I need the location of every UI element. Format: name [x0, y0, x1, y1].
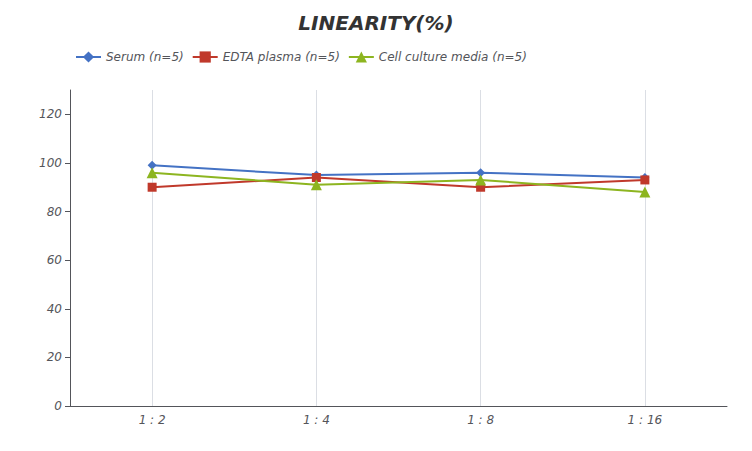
svg-text:1 : 4: 1 : 4: [303, 413, 330, 427]
svg-text:Serum (n=5): Serum (n=5): [106, 50, 184, 64]
svg-text:EDTA plasma (n=5): EDTA plasma (n=5): [223, 50, 340, 64]
svg-text:20: 20: [47, 350, 63, 364]
svg-text:Cell culture media (n=5): Cell culture media (n=5): [379, 50, 527, 64]
svg-text:80: 80: [47, 205, 63, 219]
svg-text:0: 0: [54, 399, 62, 413]
svg-text:LINEARITY(%): LINEARITY(%): [298, 11, 453, 35]
svg-text:1 : 8: 1 : 8: [467, 413, 494, 427]
svg-text:60: 60: [47, 253, 63, 267]
svg-text:1 : 2: 1 : 2: [139, 413, 166, 427]
svg-text:120: 120: [39, 107, 62, 121]
svg-text:40: 40: [47, 302, 63, 316]
svg-text:1 : 16: 1 : 16: [628, 413, 663, 427]
svg-text:100: 100: [39, 156, 62, 170]
